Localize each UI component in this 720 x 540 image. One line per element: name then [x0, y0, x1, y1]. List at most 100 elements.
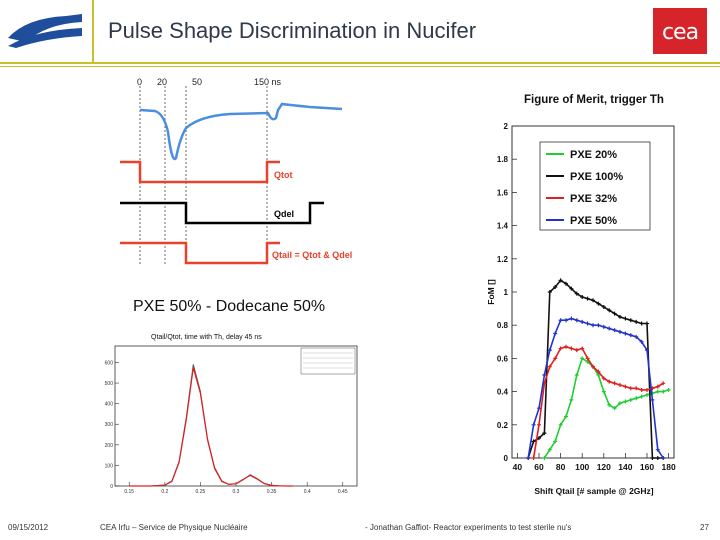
fom-y-tick-label: 1.6: [497, 188, 509, 197]
qtot-label: Qtot: [274, 170, 293, 180]
fom-data-point: [601, 304, 606, 309]
cea-logo: cea: [653, 8, 707, 54]
fom-data-point: [553, 439, 558, 444]
fom-data-point: [634, 396, 639, 401]
fom-legend-label: PXE 20%: [570, 149, 617, 161]
fom-data-point: [618, 401, 622, 406]
fom-data-point: [618, 314, 622, 319]
fom-data-point: [574, 373, 579, 377]
fom-x-tick-label: 60: [534, 462, 544, 472]
fom-data-point: [628, 333, 633, 338]
histogram-y-tick-label: 600: [105, 360, 114, 366]
fom-y-tick-label: 0: [504, 454, 509, 463]
fom-data-point: [553, 285, 558, 290]
fom-data-point: [596, 323, 601, 328]
fom-data-point: [537, 422, 541, 427]
histogram-x-tick-label: 0.35: [267, 489, 277, 495]
fom-y-tick-label: 0.6: [497, 354, 509, 363]
fom-data-point: [569, 286, 574, 291]
fom-data-point: [634, 334, 639, 339]
histogram-x-tick-label: 0.45: [338, 489, 348, 495]
histogram-y-tick-label: 500: [105, 381, 114, 387]
fom-data-point: [623, 384, 628, 389]
fom-data-point: [661, 381, 666, 386]
fom-x-tick-label: 140: [618, 462, 632, 472]
header-top-line: [0, 62, 720, 64]
mixture-label: PXE 50% - Dodecane 50%: [133, 298, 326, 315]
fom-data-point: [601, 324, 606, 329]
fom-data-point: [574, 318, 579, 323]
histogram-x-tick-label: 0.25: [196, 489, 206, 495]
histogram-chart: Qtail/Qtot, time with Th, delay 45 ns 0 10…: [105, 334, 358, 495]
fom-x-tick-label: 100: [575, 462, 589, 472]
fom-data-point: [612, 328, 617, 333]
fom-y-tick-label: 1.8: [497, 155, 509, 164]
fom-title: Figure of Merit, trigger Th: [524, 94, 664, 106]
time-label-150: 150 ns: [254, 77, 282, 87]
fom-data-point: [531, 456, 536, 460]
time-label-50: 50: [192, 77, 202, 87]
fom-data-point: [628, 397, 633, 402]
fom-data-point: [564, 344, 568, 349]
fom-data-point: [655, 447, 660, 452]
fom-data-point: [623, 399, 628, 404]
pulse-waveform: [139, 102, 343, 161]
fom-data-point: [591, 364, 595, 369]
qtail-label: Qtail = Qtot & Qdel: [272, 250, 352, 260]
header-bottom-line: [0, 66, 720, 67]
fom-data-point: [628, 386, 633, 391]
fom-legend-label: PXE 32%: [570, 193, 617, 205]
fom-data-point: [623, 331, 628, 336]
cea-logo-text: cea: [661, 20, 699, 45]
fom-legend: [539, 141, 651, 231]
fom-data-point: [607, 402, 612, 407]
fom-data-point: [655, 389, 660, 394]
fom-data-point: [618, 382, 622, 387]
fom-data-point: [591, 323, 595, 328]
fom-data-point: [601, 389, 606, 394]
fom-data-point: [547, 348, 552, 353]
fom-data-point: [537, 406, 541, 411]
fom-y-tick-label: 0.4: [497, 388, 509, 397]
time-label-0: 0: [137, 77, 142, 87]
fom-data-point: [558, 422, 563, 427]
fom-data-point: [526, 456, 531, 460]
histogram-x-tick-label: 0.3: [233, 489, 240, 495]
fom-data-point: [553, 356, 558, 361]
footer-author: - Jonathan Gaffiot- Reactor experiments …: [365, 523, 572, 532]
fom-y-tick-label: 1.2: [497, 255, 509, 264]
fom-data-point: [661, 456, 666, 460]
fom-data-point: [531, 439, 536, 444]
fom-data-point: [564, 414, 568, 419]
fom-data-point: [612, 381, 617, 386]
fom-data-point: [547, 290, 552, 294]
fom-data-point: [542, 373, 547, 377]
fom-data-point: [607, 379, 612, 384]
fom-data-point: [601, 376, 606, 381]
fom-x-tick-label: 120: [597, 462, 611, 472]
fom-data-point: [639, 339, 644, 344]
fom-y-tick-label: 0.8: [497, 321, 509, 330]
fom-data-point: [596, 301, 601, 306]
time-label-20: 20: [157, 77, 167, 87]
fom-x-tick-label: 40: [513, 462, 523, 472]
fom-x-tick-label: 80: [556, 462, 566, 472]
fom-data-point: [645, 387, 649, 392]
histogram-x-tick-label: 0.15: [124, 489, 134, 495]
fom-data-point: [634, 386, 639, 391]
fom-data-point: [547, 364, 552, 369]
fom-legend-label: PXE 50%: [570, 215, 617, 227]
fom-data-point: [580, 356, 585, 361]
histogram-stats-box: [300, 347, 356, 375]
fom-data-point: [645, 321, 649, 326]
footer-date: 09/15/2012: [8, 523, 49, 532]
fom-y-tick-label: 1: [504, 288, 509, 297]
fom-data-point: [558, 278, 563, 283]
fom-y-tick-label: 0.2: [497, 421, 509, 430]
fom-x-axis-label: Shift Qtail [# sample @ 2GHz]: [534, 486, 653, 496]
fom-data-point: [645, 348, 649, 353]
pulse-diagram: 0 20 50 150 ns Qtot Qdel Qtail = Qtot & …: [120, 77, 352, 265]
histogram-y-tick-label: 300: [105, 422, 114, 428]
fom-data-point: [542, 456, 547, 460]
fom-data-point: [612, 406, 617, 411]
